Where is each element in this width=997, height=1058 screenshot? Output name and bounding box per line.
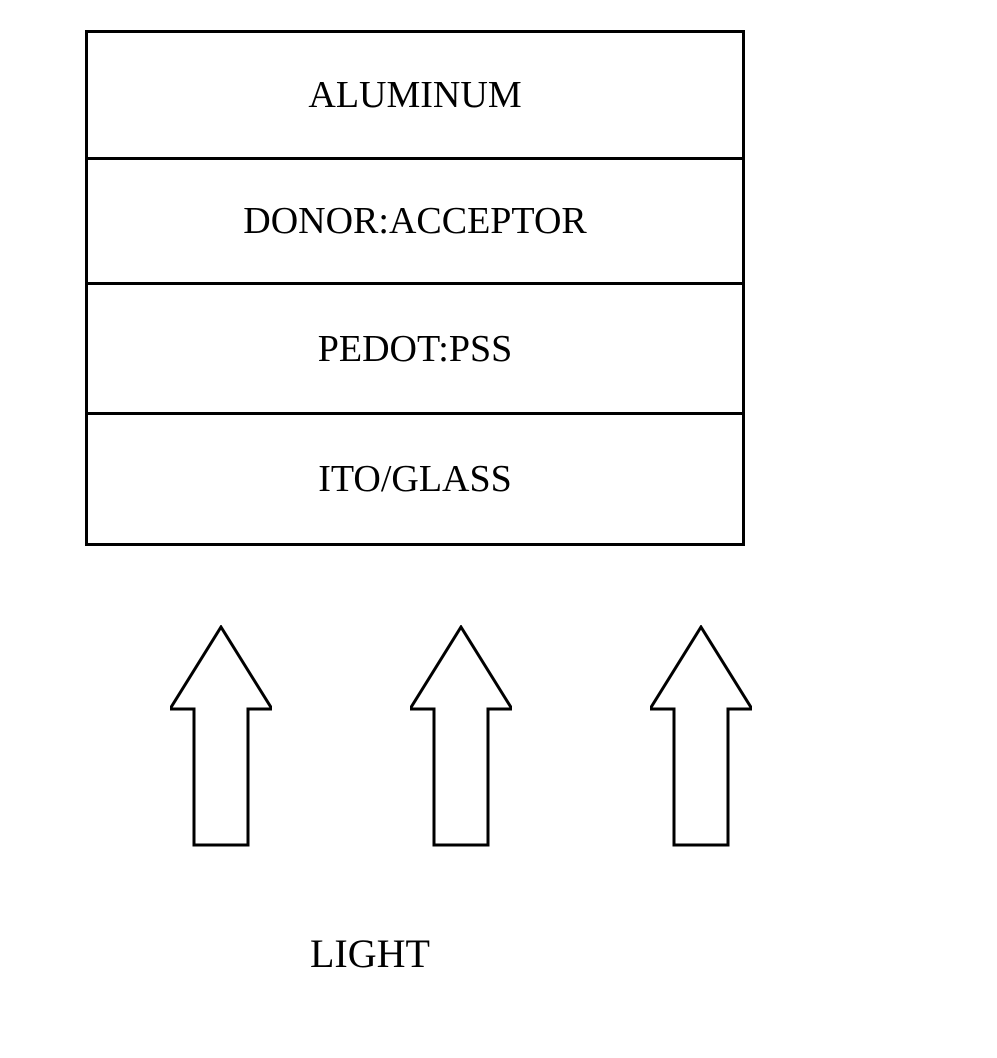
up-arrow-icon (650, 625, 752, 847)
layer-label-0: ALUMINUM (308, 73, 521, 117)
arrows-group (170, 625, 752, 847)
layer-0: ALUMINUM (88, 33, 742, 160)
up-arrow-icon (410, 625, 512, 847)
layer-label-3: ITO/GLASS (318, 457, 512, 501)
light-label: LIGHT (310, 930, 430, 977)
layer-stack: ALUMINUM DONOR:ACCEPTOR PEDOT:PSS ITO/GLASS (85, 30, 745, 546)
layer-2: PEDOT:PSS (88, 285, 742, 415)
layer-3: ITO/GLASS (88, 415, 742, 543)
up-arrow-icon (170, 625, 272, 847)
layer-label-2: PEDOT:PSS (318, 327, 513, 371)
layer-1: DONOR:ACCEPTOR (88, 160, 742, 285)
layer-label-1: DONOR:ACCEPTOR (243, 199, 586, 243)
light-label-text: LIGHT (310, 931, 430, 976)
